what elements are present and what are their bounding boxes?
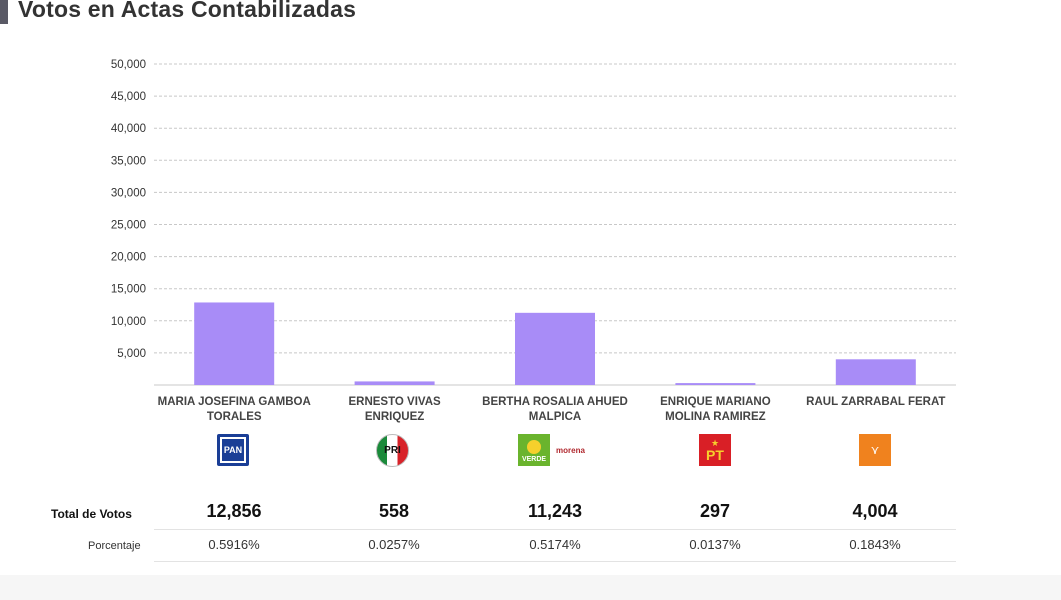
pri-logo-icon: PRI: [376, 434, 409, 467]
x-tick-label: MALPICA: [529, 411, 581, 423]
row-divider: [154, 529, 956, 530]
title-accent-bar: [0, 0, 8, 24]
bar: [194, 302, 275, 385]
percentage-molina: 0.0137%: [689, 537, 741, 552]
x-tick-label: MARIA JOSEFINA GAMBOA: [158, 396, 311, 408]
total-votes-molina: 297: [699, 501, 731, 521]
y-tick-label: 35,000: [111, 155, 146, 167]
x-tick-label: ENRIQUE MARIANO: [660, 396, 771, 408]
pan-logo-icon: PAN: [217, 434, 249, 466]
percentage-label: Porcentaje: [88, 540, 141, 552]
y-tick-label: 45,000: [111, 91, 146, 103]
percentage-zarrabal: 0.1843%: [849, 537, 901, 552]
percentage-ahued: 0.5174%: [529, 537, 581, 552]
y-tick-label: 40,000: [111, 123, 146, 135]
footer-strip: [0, 575, 1061, 600]
y-tick-label: 20,000: [111, 252, 146, 264]
bar: [515, 312, 595, 385]
pan-logo-text: PAN: [220, 437, 246, 463]
y-tick-label: 15,000: [111, 284, 146, 296]
bar: [835, 359, 916, 385]
pri-logo-text: PRI: [384, 445, 401, 456]
verde-logo-icon: VERDE: [518, 434, 550, 466]
x-tick-label: ENRIQUEZ: [365, 411, 424, 423]
total-votes-zarrabal: 4,004: [852, 501, 898, 521]
movimiento-ciudadano-logo-icon: ⋎: [859, 434, 891, 466]
morena-logo-icon: morena: [556, 445, 585, 455]
row-divider: [154, 561, 956, 562]
y-tick-label: 30,000: [111, 187, 146, 199]
y-tick-label: 25,000: [111, 220, 146, 232]
y-tick-label: 5,000: [117, 348, 146, 360]
total-votes-ahued: 11,243: [527, 501, 583, 521]
total-votes-vivas: 558: [378, 501, 410, 521]
y-tick-label: 50,000: [111, 59, 146, 71]
verde-toucan-icon: [527, 439, 541, 454]
y-tick-label: 10,000: [111, 316, 146, 328]
x-tick-label: TORALES: [207, 411, 262, 423]
total-votes-gamboa: 12,856: [206, 501, 262, 521]
vote-bar-chart: 5,000 10,000 15,000 20,000 25,000 30,000 35,00…: [111, 59, 956, 423]
verde-logo-text: VERDE: [521, 455, 547, 463]
x-tick-label: MOLINA RAMIREZ: [665, 411, 766, 423]
pt-star-icon: ★: [710, 437, 720, 448]
total-votes-label: Total de Votos: [51, 507, 132, 521]
percentage-vivas: 0.0257%: [368, 537, 420, 552]
bar: [354, 381, 435, 385]
x-tick-label: ERNESTO VIVAS: [348, 396, 441, 408]
pt-logo-text: PT: [706, 446, 724, 463]
mc-eagle-icon: ⋎: [870, 443, 880, 457]
page-title: Votos en Actas Contabilizadas: [18, 0, 357, 22]
percentage-gamboa: 0.5916%: [208, 537, 260, 552]
x-tick-label: BERTHA ROSALIA AHUED: [482, 396, 628, 408]
bar: [675, 383, 756, 385]
pt-logo-icon: ★ PT: [699, 434, 731, 466]
x-tick-label: RAUL ZARRABAL FERAT: [806, 396, 945, 408]
